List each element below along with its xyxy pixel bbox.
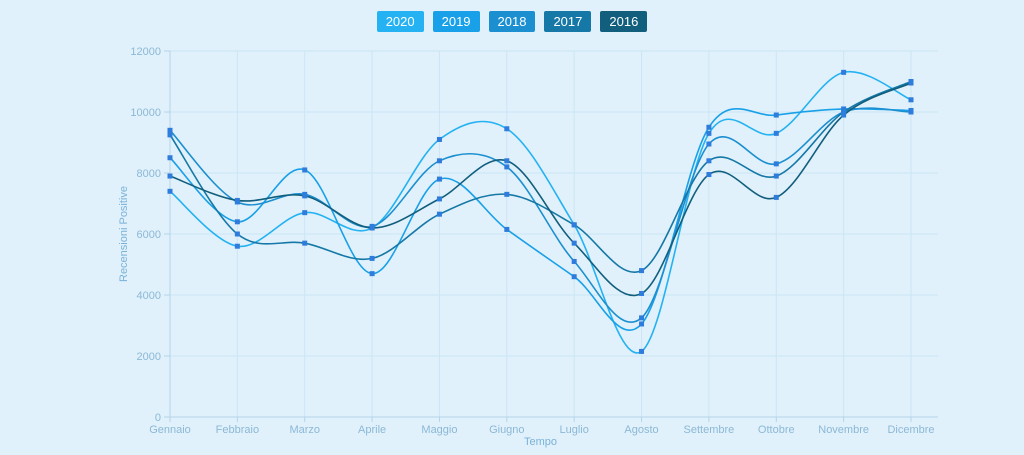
data-point-2019-Ottobre[interactable] (773, 112, 779, 118)
data-point-2019-Marzo[interactable] (302, 167, 308, 173)
data-point-2020-Giugno[interactable] (504, 126, 510, 132)
y-tick-label: 10000 (130, 107, 161, 119)
data-point-2017-Agosto[interactable] (639, 268, 645, 274)
legend-button-2019[interactable]: 2019 (432, 11, 480, 32)
x-tick-label: Novembre (818, 424, 869, 436)
data-point-2018-Gennaio[interactable] (167, 127, 173, 133)
data-point-2020-Dicembre[interactable] (908, 97, 914, 103)
data-point-2016-Agosto[interactable] (639, 290, 645, 296)
series-line-2018 (169, 107, 912, 323)
y-tick-label: 8000 (137, 168, 161, 180)
data-point-2016-Dicembre[interactable] (908, 80, 914, 86)
data-point-2019-Maggio[interactable] (436, 176, 442, 182)
data-point-2019-Luglio[interactable] (571, 274, 577, 280)
legend-button-2018[interactable]: 2018 (488, 11, 536, 32)
data-point-2018-Settembre[interactable] (706, 141, 712, 147)
data-point-2020-Agosto[interactable] (639, 348, 645, 354)
data-point-2016-Luglio[interactable] (571, 240, 577, 246)
x-tick-label: Gennaio (149, 424, 191, 436)
data-point-2020-Novembre[interactable] (841, 69, 847, 75)
y-tick-label: 12000 (130, 46, 161, 58)
data-point-2020-Marzo[interactable] (302, 210, 308, 216)
data-point-2020-Maggio[interactable] (436, 136, 442, 142)
y-tick-label: 6000 (137, 229, 161, 241)
x-axis-title: Tempo (524, 436, 557, 448)
data-point-2016-Aprile[interactable] (369, 225, 375, 231)
data-point-2019-Agosto[interactable] (639, 321, 645, 327)
data-point-2020-Ottobre[interactable] (773, 130, 779, 136)
data-point-2017-Luglio[interactable] (571, 222, 577, 228)
data-point-2019-Novembre[interactable] (841, 106, 847, 112)
x-tick-label: Agosto (624, 424, 658, 436)
data-point-2019-Settembre[interactable] (706, 124, 712, 130)
y-tick-label: 4000 (137, 290, 161, 302)
data-point-2016-Settembre[interactable] (706, 172, 712, 178)
data-point-2016-Ottobre[interactable] (773, 194, 779, 200)
legend-button-2020[interactable]: 2020 (376, 11, 424, 32)
x-tick-label: Settembre (684, 424, 735, 436)
data-point-2016-Maggio[interactable] (436, 196, 442, 202)
x-tick-label: Dicembre (887, 424, 934, 436)
data-point-2017-Febbraio[interactable] (234, 231, 240, 237)
series-line-2017 (169, 80, 912, 274)
data-point-2016-Febbraio[interactable] (234, 197, 240, 203)
data-point-2016-Marzo[interactable] (302, 193, 308, 199)
series-line-2019 (169, 107, 912, 332)
data-point-2018-Dicembre[interactable] (908, 109, 914, 115)
x-tick-label: Maggio (421, 424, 457, 436)
data-point-2016-Giugno[interactable] (504, 158, 510, 164)
y-tick-label: 2000 (137, 351, 161, 363)
data-point-2017-Gennaio[interactable] (167, 132, 173, 138)
data-point-2017-Maggio[interactable] (436, 211, 442, 217)
data-point-2017-Ottobre[interactable] (773, 173, 779, 179)
legend-button-2016[interactable]: 2016 (600, 11, 648, 32)
x-tick-label: Luglio (560, 424, 589, 436)
y-tick-label: 0 (155, 412, 161, 424)
data-point-2019-Febbraio[interactable] (234, 219, 240, 225)
data-point-2017-Giugno[interactable] (504, 191, 510, 197)
x-tick-label: Aprile (358, 424, 386, 436)
data-point-2017-Settembre[interactable] (706, 158, 712, 164)
data-point-2018-Maggio[interactable] (436, 158, 442, 164)
data-point-2017-Aprile[interactable] (369, 255, 375, 261)
x-tick-label: Ottobre (758, 424, 795, 436)
data-point-2018-Ottobre[interactable] (773, 161, 779, 167)
data-point-2020-Settembre[interactable] (706, 130, 712, 136)
x-tick-label: Giugno (489, 424, 524, 436)
data-point-2018-Giugno[interactable] (504, 164, 510, 170)
x-tick-label: Marzo (289, 424, 320, 436)
data-point-2016-Novembre[interactable] (841, 112, 847, 118)
legend-button-2017[interactable]: 2017 (544, 11, 592, 32)
y-axis-title: Recensioni Positive (118, 186, 130, 282)
data-point-2018-Luglio[interactable] (571, 258, 577, 264)
series-line-2016 (169, 82, 912, 297)
data-point-2019-Gennaio[interactable] (167, 155, 173, 161)
x-tick-label: Febbraio (216, 424, 259, 436)
data-point-2019-Giugno[interactable] (504, 226, 510, 232)
legend: 2020 2019 2018 2017 2016 (0, 11, 1024, 32)
data-point-2020-Febbraio[interactable] (234, 243, 240, 249)
data-point-2019-Aprile[interactable] (369, 271, 375, 277)
data-point-2017-Novembre[interactable] (841, 109, 847, 115)
data-point-2017-Marzo[interactable] (302, 240, 308, 246)
data-point-2016-Gennaio[interactable] (167, 173, 173, 179)
data-point-2018-Agosto[interactable] (639, 315, 645, 321)
data-point-2020-Gennaio[interactable] (167, 188, 173, 194)
